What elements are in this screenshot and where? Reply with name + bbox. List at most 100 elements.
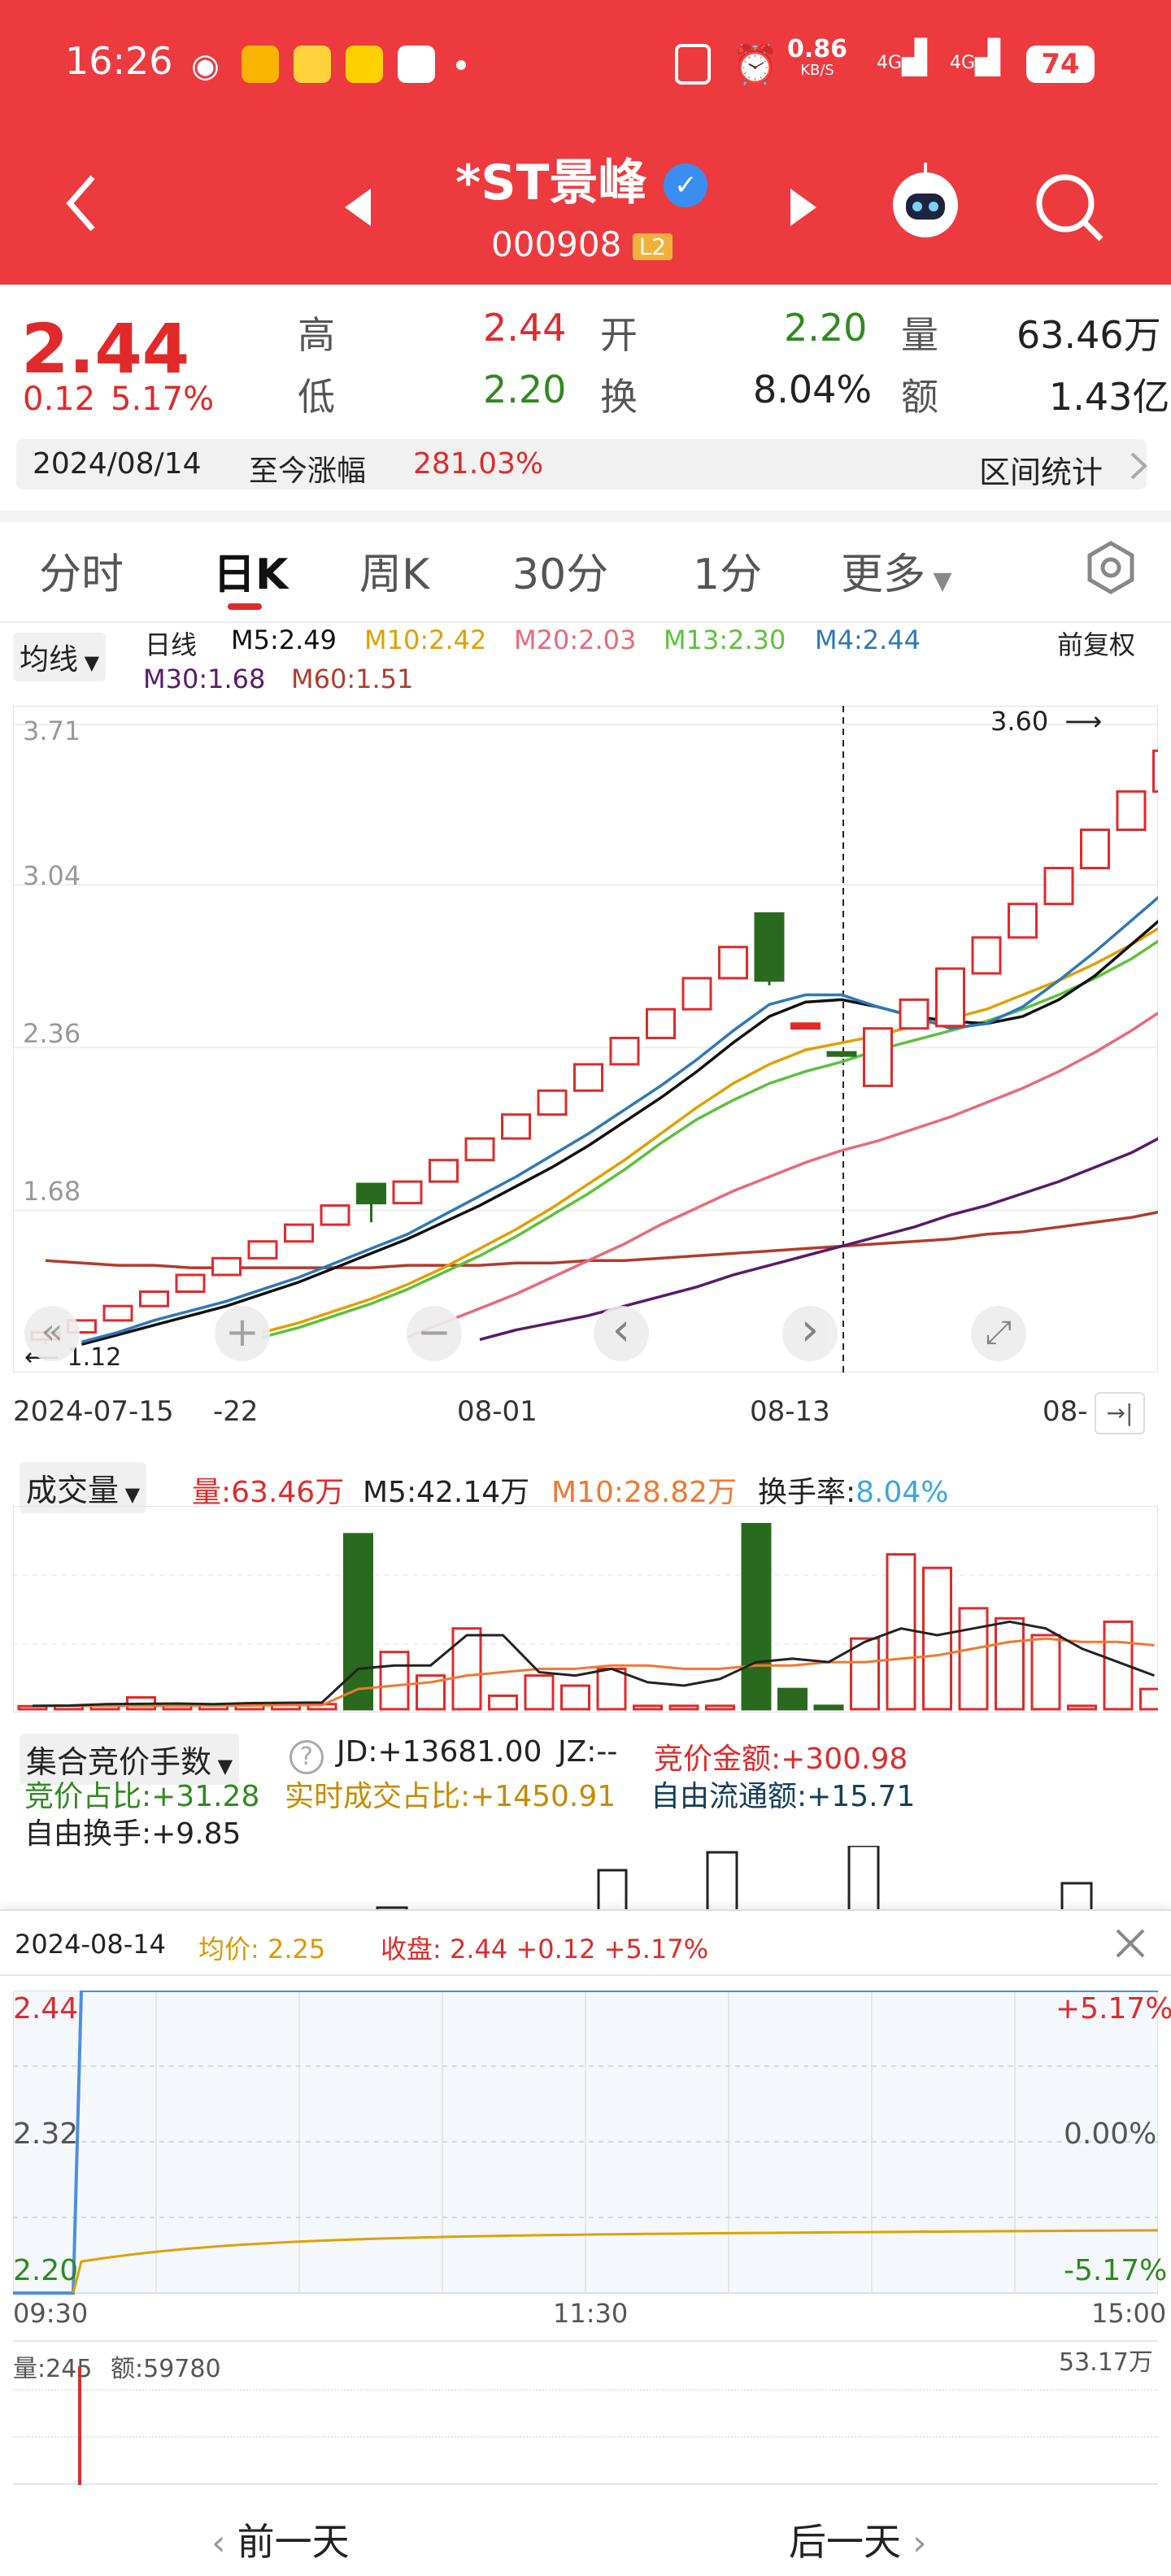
since-pct: 281.03% [413,447,544,481]
x-label-1: 2024-07-15 [13,1395,174,1428]
candle [537,1089,568,1116]
settings-hexagon-icon [1087,541,1134,594]
zoom-in-button[interactable]: + [215,1306,270,1361]
volume-bar [741,1522,772,1711]
robot-assistant-button[interactable] [888,159,963,241]
amount-label: 额 [901,375,938,419]
ma-m10: M10:2.42 [364,624,487,655]
next-stock-button[interactable] [787,187,820,231]
help-icon[interactable]: ? [289,1740,324,1774]
amount-value: 1.43亿 [1049,375,1170,419]
intraday-date: 2024-08-14 [15,1929,166,1960]
next-day-button[interactable]: 后一天 › [789,2520,927,2564]
candle [392,1180,423,1205]
back-button[interactable] [65,171,98,236]
candle [464,1137,495,1162]
intraday-volume-panel [13,2340,1158,2485]
prev-stock-button[interactable] [342,187,374,231]
app-notification-icons: ◉ [191,44,484,88]
intraday-avg: 均价: 2.25 [198,1934,326,1965]
stock-title: *ST景峰 ✓ [455,143,708,214]
volume-bar [705,1704,735,1711]
intraday-pct-low: -5.17% [1064,2254,1168,2287]
y-tick-1: 3.71 [23,716,81,746]
ma-m60: M60:1.51 [291,664,414,694]
free-turnover: 自由换手:+9.85 [24,1817,242,1851]
volume-selector[interactable]: 成交量 ▼ [20,1462,147,1513]
auction-jz: JZ:-- [558,1735,618,1769]
stock-code: 000908 L2 [491,224,673,264]
volume-bar [524,1674,555,1711]
kline-chart[interactable] [13,706,1158,1373]
tab-weekly-k[interactable]: 周K [359,550,430,599]
chart-settings-button[interactable] [1082,538,1140,600]
zoom-out-button[interactable]: − [407,1306,462,1361]
section-divider [0,511,1171,522]
prev-day-button[interactable]: ‹ 前一天 [211,2520,350,2564]
alarm-icon: ⏰ [732,42,779,86]
candle [175,1273,206,1294]
close-icon [1116,1929,1145,1958]
shrink-button[interactable]: « [24,1306,80,1361]
caret-down-icon: ▼ [211,1755,233,1778]
tab-1min[interactable]: 1分 [693,550,763,599]
intraday-avg-line [72,2229,1158,2294]
battery-icon: 74 [1026,46,1095,83]
candle [899,998,929,1030]
x-label-5: 08- [1043,1395,1088,1428]
price-change: 0.12 [23,381,96,418]
volume-bar [1067,1704,1097,1711]
candle [609,1037,640,1066]
tab-intraday[interactable]: 分时 [39,550,124,599]
tab-30min[interactable]: 30分 [512,550,609,599]
candle [1152,749,1158,793]
volume-label: 量 [901,313,938,357]
active-tab-indicator [228,603,262,610]
adjust-mode[interactable]: 前复权 [1057,629,1136,660]
auction-selector[interactable]: 集合竞价手数 ▼ [20,1734,240,1785]
open-value: 2.20 [784,306,868,350]
volume-bar [633,1704,663,1711]
low-label: 低 [298,375,335,419]
volume-bar [488,1694,518,1711]
auction-amount: 竞价金额:+300.98 [654,1743,908,1776]
range-stats-link[interactable]: 区间统计 [979,455,1104,490]
robot-icon [893,163,958,237]
status-time: 16:26 [65,39,173,83]
high-label: 高 [298,313,335,357]
volume-bar [813,1704,844,1711]
tab-more[interactable]: 更多 ▼ [841,550,952,599]
volume-panel[interactable] [13,1506,1158,1712]
candle [501,1113,531,1140]
auction-jd: JD:+13681.00 [337,1735,542,1769]
period-stats-bar[interactable]: 2024/08/14 至今涨幅 281.03% 区间统计 [16,439,1147,490]
caret-down-icon: ▼ [78,651,100,674]
kline-panel[interactable] [13,706,1158,1373]
ma-line-m30 [479,1137,1158,1342]
vol-m10: M10:28.82万 [551,1476,738,1509]
intraday-volume: 量:245 [13,2355,93,2383]
jump-latest-button[interactable]: →| [1095,1392,1145,1434]
ma-period: 日线 [145,629,198,660]
chevron-right-icon: › [901,2522,927,2564]
chevron-left-icon [66,175,95,232]
intraday-chart[interactable] [13,1991,1158,2374]
volume-m5-line [32,1620,1156,1708]
search-button[interactable] [1033,171,1106,247]
scroll-right-button[interactable]: › [782,1306,838,1361]
x-label-4: 08-13 [750,1395,830,1428]
scroll-left-button[interactable]: ‹ [594,1306,649,1361]
signal-icon-2: 4G▟ [950,39,1000,76]
close-sheet-button[interactable] [1112,1925,1148,1965]
y-tick-3: 2.36 [23,1018,81,1049]
intraday-sheet: 2024-08-14 均价: 2.25 收盘: 2.44 +0.12 +5.17… [0,1909,1171,2576]
intraday-pct-mid: 0.00% [1064,2117,1157,2151]
ma-selector[interactable]: 均线 ▼ [13,633,107,681]
ma-m13: M13:2.30 [664,624,786,655]
fit-button[interactable]: ⤢ [971,1306,1026,1361]
vol-current: 量:63.46万 [192,1476,345,1509]
app-header: 16:26 ◉ ⏰ 0.86 KB/S 4G▟ 4G▟ 74 *ST景峰 ✓ 0… [0,0,1171,285]
ma-line-m4 [81,895,1158,1344]
volume-chart[interactable] [13,1506,1158,1712]
tab-daily-k[interactable]: 日K [213,550,289,599]
